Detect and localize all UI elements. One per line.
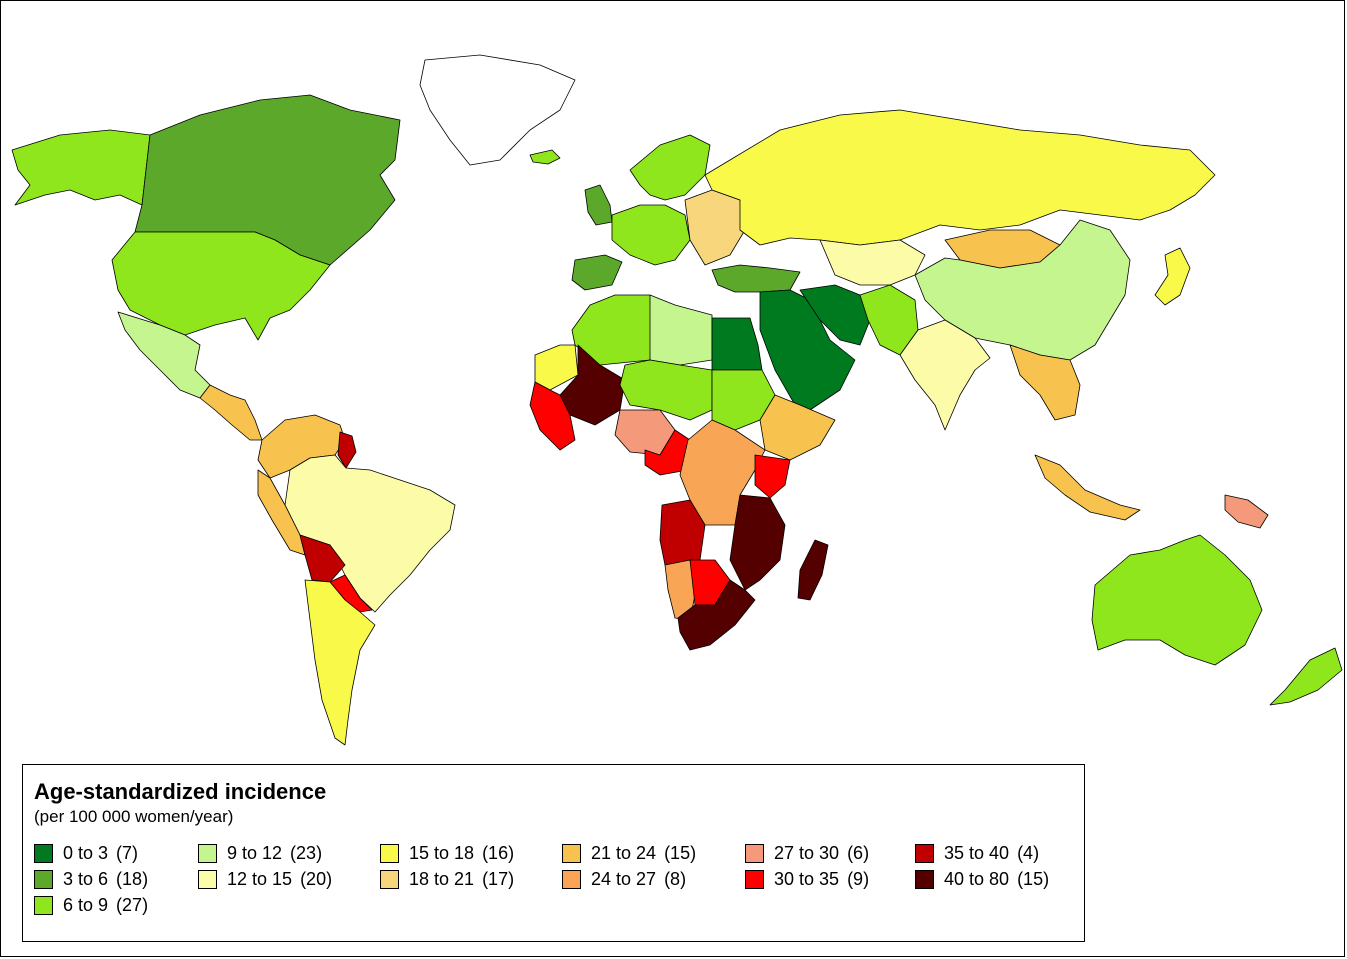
region-argentina-chile xyxy=(304,579,376,746)
region-central-asia xyxy=(819,239,926,286)
legend-count: (20) xyxy=(300,868,333,889)
legend-count: (8) xyxy=(664,868,687,889)
region-madagascar xyxy=(797,539,829,601)
region-scandinavia xyxy=(629,134,711,201)
legend-box: Age-standardized incidence (per 100 000 … xyxy=(22,764,1085,942)
region-japan xyxy=(1154,247,1191,306)
legend-item: 21 to 24 (15) xyxy=(562,842,696,864)
legend-label: 40 to 80 xyxy=(944,868,1010,889)
legend-label: 12 to 15 xyxy=(227,868,293,889)
region-ethiopia xyxy=(759,394,836,461)
legend-label: 6 to 9 xyxy=(63,894,109,915)
region-egypt xyxy=(711,317,763,371)
legend-count: (7) xyxy=(116,842,139,863)
legend-title: Age-standardized incidence xyxy=(34,779,327,804)
region-new-zealand xyxy=(1269,647,1343,706)
legend-label: 27 to 30 xyxy=(774,842,840,863)
region-iran xyxy=(799,284,871,346)
legend-item: 3 to 6 (18) xyxy=(34,868,148,890)
legend-swatch xyxy=(915,869,934,889)
legend-count: (27) xyxy=(116,894,149,915)
region-middle-east xyxy=(759,289,856,411)
region-central-america xyxy=(199,384,263,441)
region-iberia xyxy=(571,254,623,291)
legend-label: 21 to 24 xyxy=(591,842,657,863)
legend-swatch xyxy=(198,843,217,863)
region-niger-chad xyxy=(619,359,713,421)
region-indonesia xyxy=(1034,454,1141,521)
legend-count: (6) xyxy=(847,842,870,863)
legend-label: 18 to 21 xyxy=(409,868,475,889)
region-libya xyxy=(649,294,713,366)
legend-item: 27 to 30 (6) xyxy=(745,842,869,864)
legend-item: 0 to 3 (7) xyxy=(34,842,138,864)
region-west-africa-coast xyxy=(529,381,576,451)
region-uk-ireland xyxy=(584,184,613,226)
legend-count: (16) xyxy=(482,842,515,863)
legend-item: 35 to 40 (4) xyxy=(915,842,1039,864)
legend-item: 9 to 12 (23) xyxy=(198,842,322,864)
region-india xyxy=(899,319,991,431)
region-kenya xyxy=(754,454,791,499)
legend-item: 6 to 9 (27) xyxy=(34,894,148,916)
legend-swatch xyxy=(745,843,764,863)
legend-count: (9) xyxy=(847,868,870,889)
legend-count: (23) xyxy=(290,842,323,863)
legend-label: 35 to 40 xyxy=(944,842,1010,863)
legend-swatch xyxy=(745,869,764,889)
legend-item: 24 to 27 (8) xyxy=(562,868,686,890)
region-russia xyxy=(704,109,1216,246)
legend-label: 24 to 27 xyxy=(591,868,657,889)
region-south-africa xyxy=(677,579,756,651)
legend-swatch xyxy=(34,869,53,889)
legend-label: 30 to 35 xyxy=(774,868,840,889)
region-greenland xyxy=(419,54,576,166)
legend-label: 9 to 12 xyxy=(227,842,283,863)
legend-label: 15 to 18 xyxy=(409,842,475,863)
legend-item: 40 to 80 (15) xyxy=(915,868,1049,890)
legend-item: 30 to 35 (9) xyxy=(745,868,869,890)
legend-swatch xyxy=(34,895,53,915)
legend-count: (18) xyxy=(116,868,149,889)
legend-label: 3 to 6 xyxy=(63,868,109,889)
legend-swatch xyxy=(562,843,581,863)
legend-swatch xyxy=(380,869,399,889)
legend-swatch xyxy=(915,843,934,863)
region-mali-burkina xyxy=(559,344,626,426)
legend-count: (4) xyxy=(1017,842,1040,863)
region-australia xyxy=(1091,534,1263,666)
region-alaska xyxy=(11,129,151,206)
legend-item: 18 to 21 (17) xyxy=(380,868,514,890)
legend-label: 0 to 3 xyxy=(63,842,109,863)
legend-swatch xyxy=(380,843,399,863)
region-southeast-asia xyxy=(1009,344,1081,421)
region-papua-new-guinea xyxy=(1224,494,1269,529)
region-tanzania-mozambique xyxy=(729,494,786,591)
region-guyana-suriname xyxy=(337,431,357,469)
legend-count: (17) xyxy=(482,868,515,889)
region-turkey xyxy=(711,264,801,293)
legend-item: 15 to 18 (16) xyxy=(380,842,514,864)
legend-count: (15) xyxy=(1017,868,1050,889)
region-iceland xyxy=(529,149,561,165)
legend-swatch xyxy=(34,843,53,863)
legend-swatch xyxy=(562,869,581,889)
region-eastern-europe xyxy=(684,189,746,266)
legend-count: (15) xyxy=(664,842,697,863)
legend-subtitle: (per 100 000 women/year) xyxy=(34,807,234,826)
region-western-europe xyxy=(611,204,691,266)
legend-swatch xyxy=(198,869,217,889)
legend-item: 12 to 15 (20) xyxy=(198,868,332,890)
region-united-states xyxy=(111,231,331,341)
